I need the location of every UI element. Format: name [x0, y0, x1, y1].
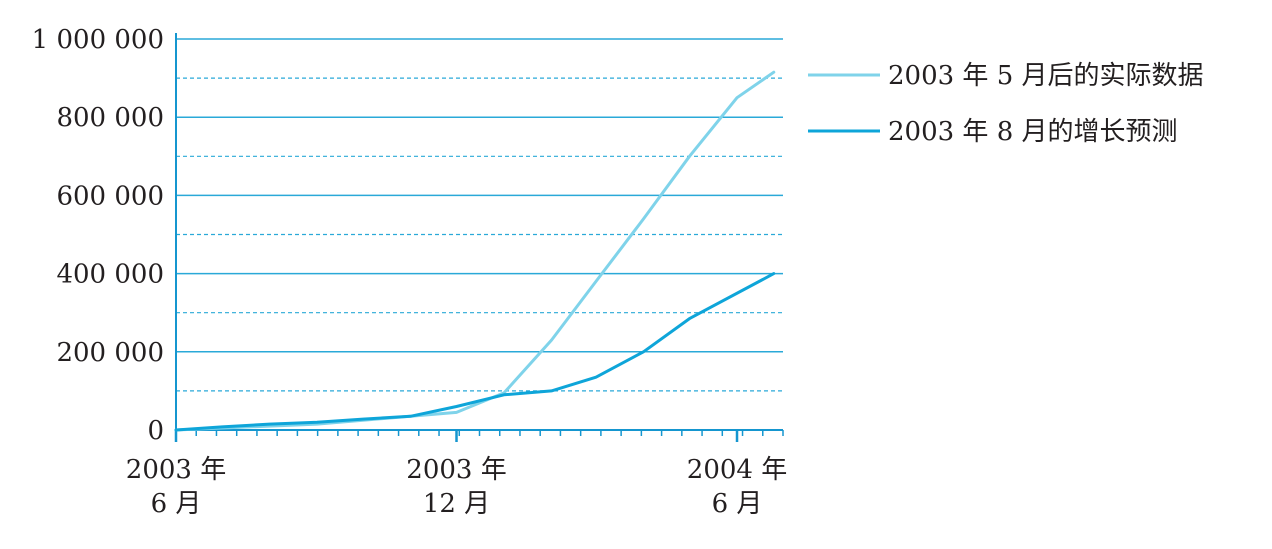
legend-label: 2003 年 5 月后的实际数据: [888, 61, 1204, 91]
y-tick-label: 800 000: [56, 103, 164, 133]
x-tick-label: 6 月: [712, 489, 763, 519]
axis-layer: 0 200 000 400 000 600 000 800 000 1 000 000 20…: [32, 25, 788, 519]
x-tick-label: 2004 年: [687, 455, 787, 485]
legend: 2003 年 5 月后的实际数据 2003 年 8 月的增长预测: [808, 61, 1204, 147]
legend-label: 2003 年 8 月的增长预测: [888, 117, 1178, 147]
series-layer: [174, 70, 776, 432]
series-line-2: [174, 272, 776, 432]
y-tick-label: 200 000: [56, 338, 164, 368]
x-tick-label: 2003 年: [406, 455, 506, 485]
x-tick-label: 12 月: [423, 489, 490, 519]
y-tick-label: 600 000: [56, 181, 164, 211]
x-tick-label: 6 月: [151, 489, 202, 519]
y-tick-label: 1 000 000: [32, 25, 164, 55]
series-line-1: [174, 70, 776, 432]
y-tick-label: 0: [147, 416, 164, 446]
y-tick-label: 400 000: [56, 260, 164, 290]
x-tick-label: 2003 年: [126, 455, 226, 485]
grid-layer: [176, 38, 783, 392]
